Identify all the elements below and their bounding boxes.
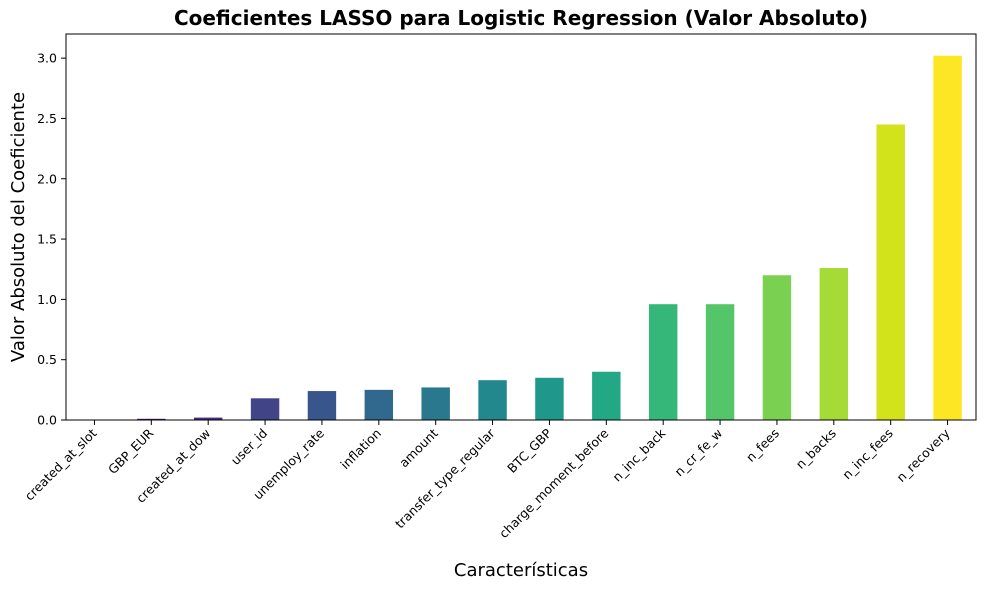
y-tick-label: 2.5 xyxy=(37,111,57,126)
bar-n_inc_back xyxy=(648,304,678,420)
bar-n_recovery xyxy=(933,55,962,421)
bar-charge_moment_before xyxy=(592,371,621,420)
x-tick-label: transfer_type_regular xyxy=(392,425,498,531)
bar-transfer_type_regular xyxy=(478,380,507,420)
x-tick-label: n_fees xyxy=(743,426,782,465)
bar-unemploy_rate xyxy=(307,391,337,420)
chart-title: Coeficientes LASSO para Logistic Regress… xyxy=(174,6,868,30)
y-tick-label: 3.0 xyxy=(37,51,57,66)
bar-amount xyxy=(421,387,450,420)
x-tick-label: n_inc_fees xyxy=(839,426,896,483)
x-tick-label: user_id xyxy=(228,426,270,468)
x-tick-label: n_cr_fe_w xyxy=(671,426,725,480)
bars-group xyxy=(137,55,962,421)
x-tick-label: n_inc_back xyxy=(609,425,669,485)
y-tick-label: 1.0 xyxy=(37,292,57,307)
plot-frame xyxy=(65,33,977,421)
x-tick-label: GBP_EUR xyxy=(105,425,157,477)
bar-n_inc_fees xyxy=(876,124,905,420)
x-tick-label: created_at_slot xyxy=(22,425,100,503)
bar-user_id xyxy=(250,398,280,420)
bar-n_backs xyxy=(819,268,849,420)
bar-created_at_dow xyxy=(193,417,223,420)
x-tick-label: n_recovery xyxy=(893,425,953,485)
bar-n_cr_fe_w xyxy=(705,304,735,420)
y-axis-label: Valor Absoluto del Coeficiente xyxy=(8,92,29,362)
bar-GBP_EUR xyxy=(137,418,166,420)
x-tick-label: inflation xyxy=(337,426,384,473)
y-tick-label: 0.5 xyxy=(37,352,57,367)
x-tick-label: charge_moment_before xyxy=(496,425,612,541)
y-tick-label: 0.0 xyxy=(37,413,57,428)
y-tick-label: 2.0 xyxy=(37,171,57,186)
y-axis: 0.0 0.5 1.0 1.5 2.0 2.5 3.0 xyxy=(37,51,66,428)
y-tick-label: 1.5 xyxy=(37,232,57,247)
bar-n_fees xyxy=(762,275,792,420)
bar-inflation xyxy=(364,389,394,420)
bar-BTC_GBP xyxy=(535,377,564,420)
x-tick-label: amount xyxy=(396,425,441,470)
x-axis-label: Características xyxy=(454,560,588,581)
x-tick-label: n_backs xyxy=(793,426,839,472)
x-tick-label: BTC_GBP xyxy=(504,425,555,476)
